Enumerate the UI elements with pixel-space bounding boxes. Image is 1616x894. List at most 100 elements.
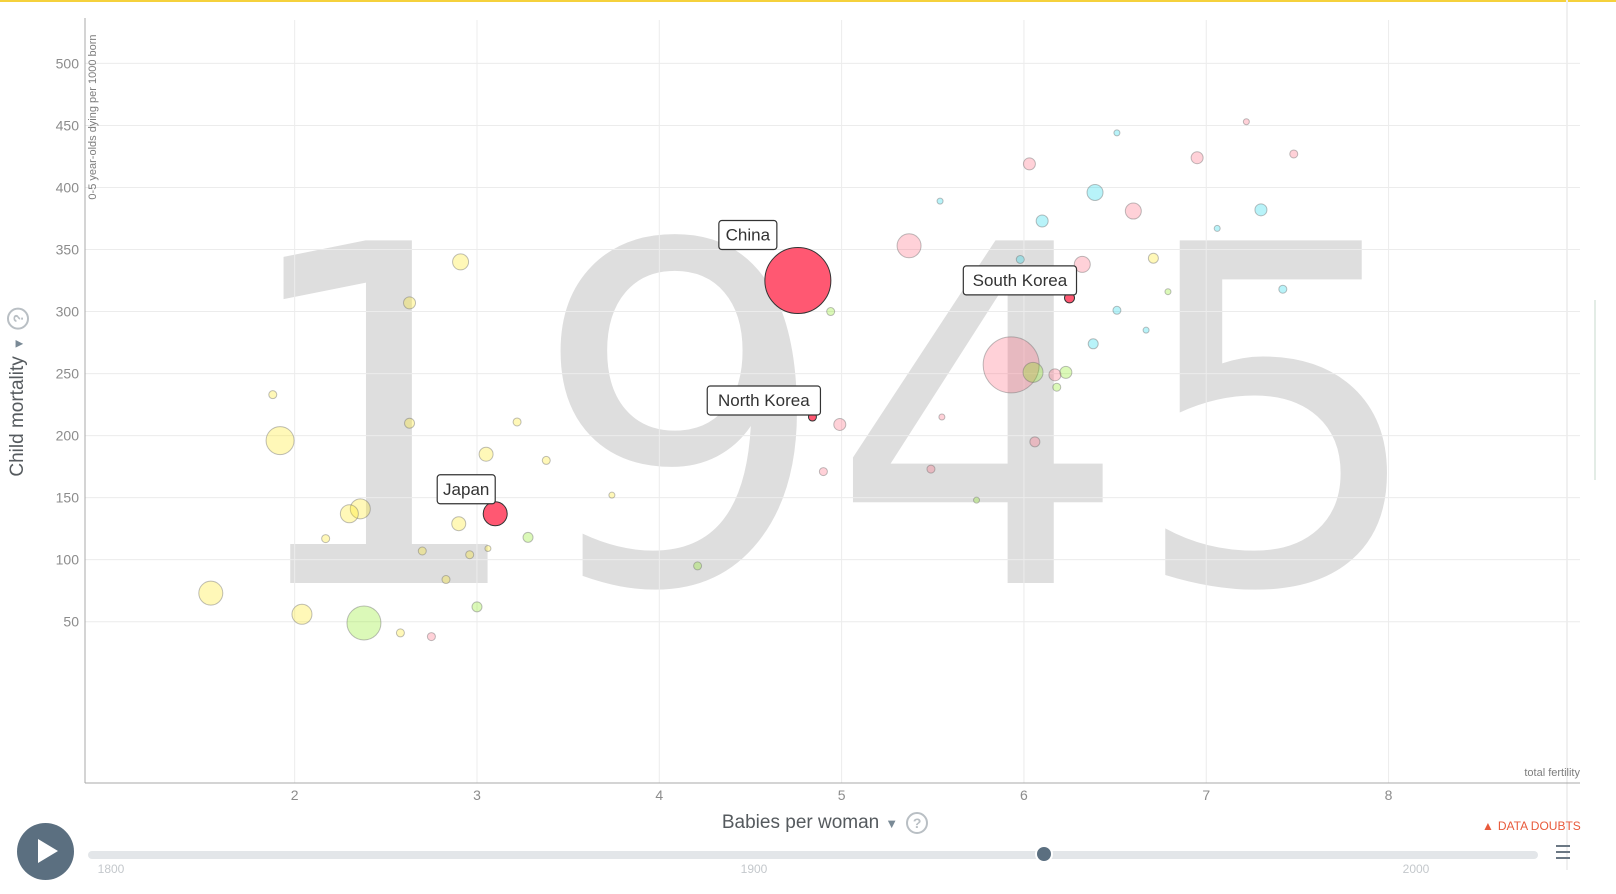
speed-menu-icon[interactable] — [1556, 845, 1570, 867]
bubble[interactable] — [291, 603, 313, 625]
bubble[interactable] — [512, 417, 522, 427]
country-label[interactable]: Japan — [436, 474, 496, 505]
bubble[interactable] — [1289, 149, 1299, 159]
bubble-highlighted[interactable] — [764, 247, 832, 315]
help-icon[interactable]: ? — [6, 307, 29, 330]
bubble[interactable] — [1022, 157, 1036, 171]
bubble[interactable] — [1048, 368, 1062, 382]
bubble[interactable] — [926, 464, 936, 474]
bubble[interactable] — [1087, 338, 1099, 350]
bubble[interactable] — [1015, 254, 1025, 264]
country-labels[interactable]: China North Korea South Korea Japan — [436, 219, 1078, 505]
x-axis-selector[interactable]: Babies per woman ▼? — [0, 812, 1616, 834]
bubble[interactable] — [349, 498, 371, 520]
bubble[interactable] — [1022, 361, 1044, 383]
country-label[interactable]: China — [718, 219, 778, 251]
bubble[interactable] — [973, 496, 981, 504]
y-axis-label: Child mortality — [7, 356, 29, 477]
bubble[interactable] — [541, 455, 551, 465]
bubble[interactable] — [818, 467, 828, 477]
bubble[interactable] — [198, 580, 224, 606]
bubble[interactable] — [826, 307, 836, 317]
dropdown-icon: ▼ — [11, 337, 27, 351]
bubble[interactable] — [693, 561, 703, 571]
bubble[interactable] — [265, 426, 295, 456]
bubble[interactable] — [1059, 365, 1073, 379]
bubble[interactable] — [1035, 214, 1049, 228]
data-doubts-link[interactable]: ▲ DATA DOUBTS — [1482, 819, 1581, 833]
bubble[interactable] — [938, 413, 946, 421]
country-label-box — [718, 219, 778, 251]
top-accent-bar — [0, 0, 1616, 2]
x-tick-label: 2 — [291, 787, 299, 803]
bubble[interactable] — [478, 446, 494, 462]
bubble[interactable] — [982, 336, 1040, 394]
x-tick-label: 6 — [1020, 787, 1028, 803]
y-tick-label: 300 — [56, 304, 80, 320]
bubble[interactable] — [1190, 151, 1204, 165]
timeline-thumb[interactable] — [1034, 845, 1053, 863]
bubble[interactable] — [1029, 436, 1041, 448]
bubble[interactable] — [404, 417, 416, 429]
bubble[interactable] — [346, 605, 382, 641]
x-axis-label: Babies per woman — [721, 812, 880, 834]
axes: 2 3 4 5 6 7 8 50 100 150 200 250 300 350 400 450 500 — [56, 18, 1580, 803]
bubble[interactable] — [522, 531, 534, 543]
x-tick-label: 3 — [473, 787, 481, 803]
bubble[interactable] — [417, 546, 427, 556]
timeline-track[interactable] — [88, 851, 1538, 859]
bubbles[interactable] — [198, 118, 1299, 642]
bubble[interactable] — [1052, 382, 1062, 392]
bubble[interactable] — [1113, 129, 1121, 137]
country-label-box — [962, 265, 1078, 296]
bubble[interactable] — [1142, 326, 1150, 334]
help-icon[interactable]: ? — [906, 812, 929, 834]
bubble[interactable] — [268, 390, 278, 400]
y-tick-label: 50 — [63, 614, 79, 630]
bubble[interactable] — [451, 516, 467, 532]
bubble[interactable] — [339, 504, 359, 524]
bubble[interactable] — [1164, 288, 1172, 296]
bubble[interactable] — [471, 601, 483, 613]
bubble[interactable] — [833, 417, 847, 431]
country-label[interactable]: South Korea — [962, 265, 1078, 296]
dropdown-icon: ▼ — [885, 816, 899, 832]
y-tick-label: 100 — [56, 552, 80, 568]
bubble[interactable] — [936, 197, 944, 205]
bubble[interactable] — [321, 534, 331, 544]
bubble[interactable] — [465, 550, 475, 560]
bubble[interactable] — [896, 233, 922, 259]
bubble[interactable] — [1073, 255, 1091, 273]
bubble[interactable] — [1086, 183, 1104, 201]
bubble[interactable] — [1124, 202, 1142, 220]
side-panel-edge — [1566, 0, 1568, 870]
year-watermark: 1945 — [232, 147, 1428, 694]
country-label-box — [706, 385, 822, 416]
bubble[interactable] — [395, 628, 405, 638]
bubble[interactable] — [1112, 305, 1122, 315]
y-axis-selector[interactable]: Child mortality ▼? — [6, 307, 29, 477]
bubble[interactable] — [1213, 224, 1221, 232]
country-label[interactable]: North Korea — [706, 385, 822, 416]
bubble[interactable] — [452, 253, 470, 271]
country-label-text: South Korea — [973, 271, 1068, 290]
bubble[interactable] — [441, 575, 451, 585]
bubble[interactable] — [608, 491, 616, 499]
bubble[interactable] — [1254, 203, 1268, 217]
y-tick-label: 150 — [56, 490, 80, 506]
play-button[interactable] — [17, 823, 74, 880]
bubble-highlighted[interactable] — [482, 501, 508, 527]
bubble[interactable] — [1242, 118, 1250, 126]
x-unit-label: total fertility — [1524, 767, 1580, 779]
x-tick-label: 8 — [1385, 787, 1393, 803]
bubble[interactable] — [484, 545, 492, 553]
bubble[interactable] — [1147, 252, 1159, 264]
bubble[interactable] — [1278, 284, 1288, 294]
country-label-text: Japan — [443, 480, 489, 499]
timeline-label-start: 1800 — [97, 862, 125, 876]
bubble[interactable] — [403, 296, 417, 310]
y-unit-label: 0-5 year-olds dying per 1000 born — [87, 34, 99, 199]
bubble[interactable] — [426, 632, 436, 642]
timeline-label-mid: 1900 — [740, 862, 768, 876]
side-panel-accent — [1594, 300, 1596, 480]
